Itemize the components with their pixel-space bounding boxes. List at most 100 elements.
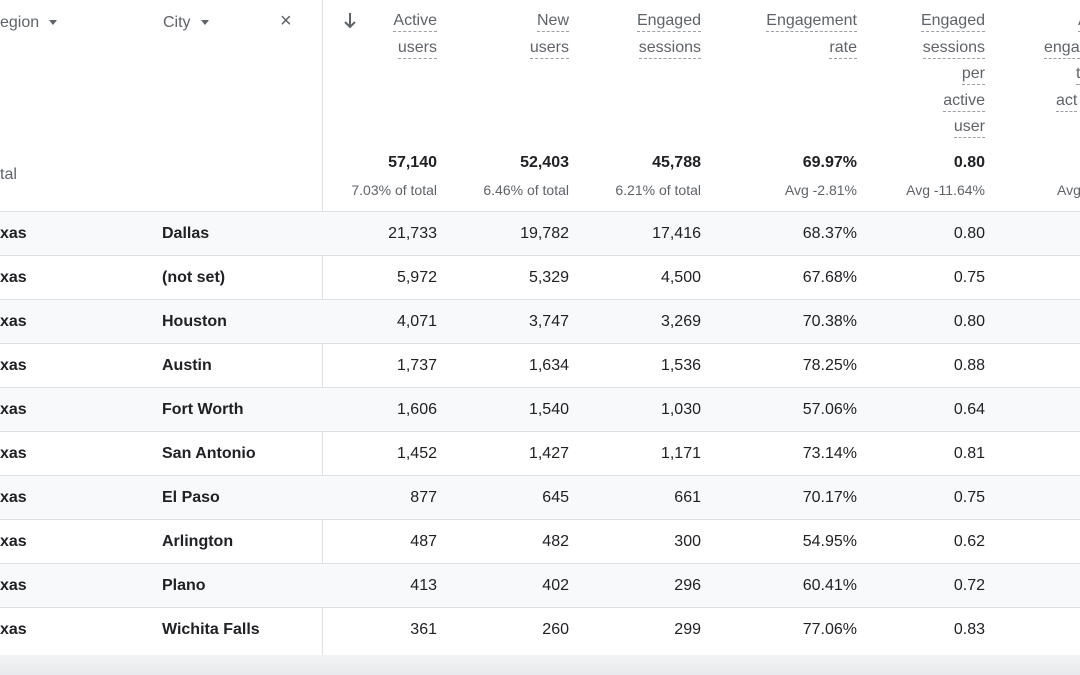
header-word: active	[943, 90, 985, 112]
table-row[interactable]: xas Houston 4,071 3,747 3,269 70.38% 0.80	[0, 299, 1080, 344]
table-row[interactable]: xas Austin 1,737 1,634 1,536 78.25% 0.88	[0, 343, 1080, 388]
header-word: enga	[1044, 37, 1080, 59]
engaged-per-user-cell: 0.83	[953, 621, 985, 638]
region-cell: xas	[0, 313, 27, 330]
header-word: users	[397, 37, 437, 59]
region-cell: xas	[0, 357, 27, 374]
region-cell: xas	[0, 489, 27, 506]
table-row[interactable]: xas El Paso 877 645 661 70.17% 0.75	[0, 475, 1080, 520]
region-cell: xas	[0, 225, 27, 242]
header-word: Engagement	[766, 10, 857, 32]
header-word: t	[1076, 63, 1080, 85]
active-users-cell: 5,972	[396, 269, 437, 286]
active-users-cell: 1,606	[396, 401, 437, 418]
total-new-users: 52,403	[520, 154, 569, 171]
engaged-sessions-cell: 17,416	[652, 225, 701, 242]
header-word: users	[529, 37, 569, 59]
region-cell: xas	[0, 621, 27, 638]
engagement-rate-header[interactable]: Engagement rate	[766, 9, 857, 62]
header-word: sessions	[922, 37, 985, 59]
total-new-users-share: 6.46% of total	[483, 182, 569, 198]
engaged-sessions-per-user-header[interactable]: Engaged sessions per active user	[920, 9, 985, 142]
engagement-rate-cell: 70.38%	[802, 313, 857, 330]
table-row[interactable]: xas (not set) 5,972 5,329 4,500 67.68% 0.75	[0, 255, 1080, 300]
city-cell: El Paso	[162, 489, 220, 506]
region-header-label: egion	[0, 14, 40, 31]
engagement-rate-cell: 70.17%	[802, 489, 857, 506]
total-engaged-sessions: 45,788	[652, 154, 701, 171]
region-cell: xas	[0, 269, 27, 286]
engagement-rate-cell: 78.25%	[802, 357, 857, 374]
new-users-cell: 1,540	[528, 401, 569, 418]
engaged-sessions-cell: 299	[674, 621, 701, 638]
engaged-per-user-cell: 0.62	[953, 533, 985, 550]
engaged-per-user-cell: 0.80	[953, 225, 985, 242]
engaged-sessions-cell: 1,030	[660, 401, 701, 418]
table-row[interactable]: xas San Antonio 1,452 1,427 1,171 73.14% 0.81	[0, 431, 1080, 476]
engagement-rate-cell: 67.68%	[802, 269, 857, 286]
new-users-cell: 3,747	[528, 313, 569, 330]
new-users-cell: 5,329	[528, 269, 569, 286]
header-word: sessions	[638, 37, 701, 59]
engagement-rate-cell: 54.95%	[802, 533, 857, 550]
totals-label: tal	[0, 166, 17, 183]
engaged-per-user-cell: 0.81	[953, 445, 985, 462]
city-cell: Wichita Falls	[162, 621, 260, 638]
table-row[interactable]: xas Dallas 21,733 19,782 17,416 68.37% 0.80	[0, 211, 1080, 256]
header-word: Engaged	[920, 10, 985, 32]
table-row[interactable]: xas Arlington 487 482 300 54.95% 0.62	[0, 519, 1080, 564]
table-row[interactable]: xas Plano 413 402 296 60.41% 0.72	[0, 563, 1080, 608]
city-cell: Fort Worth	[162, 401, 244, 418]
engagement-rate-cell: 57.06%	[802, 401, 857, 418]
active-users-cell: 21,733	[388, 225, 437, 242]
engaged-sessions-cell: 3,269	[660, 313, 701, 330]
header-word: act	[1056, 90, 1078, 112]
partial-metric-header[interactable]: A enga t act	[1044, 9, 1080, 115]
new-users-cell: 19,782	[520, 225, 569, 242]
active-users-cell: 361	[410, 621, 437, 638]
region-cell: xas	[0, 401, 27, 418]
new-users-cell: 1,634	[528, 357, 569, 374]
city-header-label: City	[163, 14, 191, 31]
new-users-cell: 402	[542, 577, 569, 594]
header-word: rate	[829, 37, 857, 59]
city-cell: San Antonio	[162, 445, 256, 462]
engaged-per-user-cell: 0.88	[953, 357, 985, 374]
engagement-rate-cell: 77.06%	[802, 621, 857, 638]
city-cell: Plano	[162, 577, 206, 594]
header-word: per	[961, 63, 985, 85]
active-users-cell: 1,737	[396, 357, 437, 374]
header-word: Engaged	[636, 10, 701, 32]
new-users-cell: 260	[542, 621, 569, 638]
city-cell: Arlington	[162, 533, 234, 550]
city-cell: Austin	[162, 357, 212, 374]
new-users-cell: 482	[542, 533, 569, 550]
engaged-sessions-cell: 300	[674, 533, 701, 550]
engaged-sessions-cell: 1,536	[660, 357, 701, 374]
header-word: A	[1078, 10, 1080, 32]
new-users-header[interactable]: New users	[529, 9, 569, 62]
new-users-cell: 1,427	[528, 445, 569, 462]
city-dimension-header[interactable]: City	[163, 14, 209, 32]
total-engaged-per-user: 0.80	[953, 154, 985, 171]
header-word: Active	[393, 10, 437, 32]
total-engaged-per-user-avg: Avg -11.64%	[906, 182, 985, 198]
engaged-sessions-cell: 296	[674, 577, 701, 594]
region-cell: xas	[0, 533, 27, 550]
arrow-down-icon[interactable]	[342, 9, 358, 31]
active-users-header[interactable]: Active users	[393, 9, 437, 62]
table-row[interactable]: xas Fort Worth 1,606 1,540 1,030 57.06% 0.64	[0, 387, 1080, 432]
caret-down-icon[interactable]	[200, 20, 209, 26]
region-dimension-header[interactable]: egion	[0, 14, 58, 32]
engaged-per-user-cell: 0.75	[953, 269, 985, 286]
engaged-per-user-cell: 0.72	[953, 577, 985, 594]
table-row[interactable]: xas Wichita Falls 361 260 299 77.06% 0.83	[0, 607, 1080, 652]
horizontal-scrollbar[interactable]	[0, 655, 1080, 675]
engaged-sessions-header[interactable]: Engaged sessions	[636, 9, 701, 62]
engagement-rate-cell: 73.14%	[802, 445, 857, 462]
close-icon[interactable]: ×	[280, 10, 292, 32]
engaged-per-user-cell: 0.64	[953, 401, 985, 418]
caret-down-icon[interactable]	[49, 20, 58, 26]
active-users-cell: 487	[410, 533, 437, 550]
engagement-rate-cell: 60.41%	[802, 577, 857, 594]
